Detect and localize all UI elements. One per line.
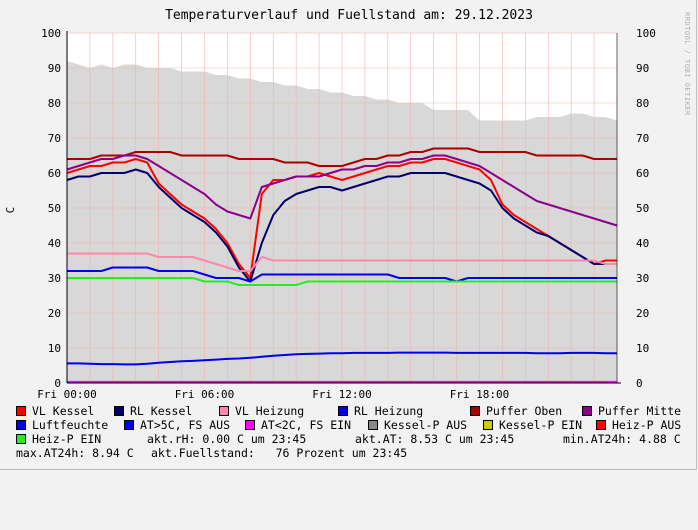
y-tick-label-right: 20 [636,307,649,320]
legend-swatch [596,420,606,430]
y-tick-label-right: 10 [636,342,649,355]
y-tick-label: 80 [48,97,61,110]
y-tick-label: 50 [48,202,61,215]
y-tick-label-right: 80 [636,97,649,110]
y-tick-label-right: 40 [636,237,649,250]
legend-item: AT>5C, FS AUS [124,418,230,432]
y-tick-label-right: 70 [636,132,649,145]
legend-swatch [16,406,26,416]
x-tick-label: Fri 00:00 [37,388,97,401]
plot-area: 0 0 10 10 20 20 30 30 40 40 50 50 60 60 70 70 80 80 90 90 10… [37,27,656,401]
series-line [66,158,617,279]
legend-item: Kessel-P EIN [483,418,582,432]
y-tick-label: 60 [48,167,61,180]
max-outdoor-temp-24h: max.AT24h: 8.94 C [16,446,134,460]
y-tick-label: 100 [41,27,61,40]
legend-swatch [16,434,26,444]
legend-swatch [483,420,493,430]
chart-title: Temperaturverlauf und Fuellstand am: 29.… [165,8,533,23]
legend-swatch [338,406,348,416]
legend-item: Heiz-P AUS [596,418,681,432]
legend-swatch [16,420,26,430]
legend-row-2: Luftfeuchte AT>5C, FS AUS AT<2C, FS EIN … [16,418,681,530]
x-tick-label: Fri 18:00 [450,388,510,401]
y-tick-label: 20 [48,307,61,320]
min-outdoor-temp-24h: min.AT24h: 4.88 C [563,432,681,446]
legend-swatch [582,406,592,416]
current-outdoor-temp: akt.AT: 8.53 C um 23:45 [355,432,515,446]
y-tick-label-right: 50 [636,202,649,215]
legend-row-3: Heiz-P EIN akt.rH: 0.00 C um 23:45 akt.A… [16,432,681,516]
legend-item: Puffer Mitte [582,404,681,418]
series-line [67,266,617,283]
current-humidity: akt.rH: 0.00 C um 23:45 [147,432,307,446]
y-tick-label: 90 [48,62,61,75]
series-line [66,154,618,227]
x-tick-label: Fri 06:00 [175,388,235,401]
legend-item: Heiz-P EIN [16,432,101,446]
series-line [67,252,617,272]
legend-item: Kessel-P AUS [368,418,467,432]
y-axis-label: C [4,207,17,214]
y-tick-label: 10 [48,342,61,355]
x-tick-label: Fri 12:00 [312,388,372,401]
y-tick-label-right: 30 [636,272,649,285]
series-line [66,168,617,283]
chart-plot: 0 0 10 10 20 20 30 30 40 40 50 50 60 60 70 70 80 80 90 90 10… [4,27,656,401]
y-tick-label: 40 [48,237,61,250]
legend-swatch [124,420,134,430]
y-tick-label-right: 100 [636,27,656,40]
legend-item: Luftfeuchte [16,418,108,432]
y-tick-label-right: 90 [636,62,649,75]
current-fill-level: akt.Fuellstand: 76 Prozent um 23:45 [151,446,408,460]
legend-item: RL Heizung [338,404,423,418]
legend-swatch [368,420,378,430]
legend-row-4: max.AT24h: 8.94 C akt.Fuellstand: 76 Pro… [16,446,407,502]
y-tick-label-right: 60 [636,167,649,180]
legend-swatch [245,420,255,430]
legend-row-1: VL Kessel RL Kessel VL Heizung RL Heizun… [16,404,681,516]
y-tick-label: 30 [48,272,61,285]
series-line [67,351,617,366]
legend-item: VL Kessel [16,404,94,418]
legend-item: Puffer Oben [470,404,562,418]
legend-item: RL Kessel [114,404,192,418]
series-line [67,277,617,286]
legend-swatch [219,406,229,416]
legend-swatch [114,406,124,416]
y-tick-label-right: 0 [636,377,643,390]
chart-frame [0,0,697,470]
legend-item: VL Heizung [219,404,304,418]
y-tick-label: 70 [48,132,61,145]
y-tick-label: 0 [54,377,61,390]
series-line [67,147,617,167]
legend-item: AT<2C, FS EIN [245,418,351,432]
watermark: RRDTOOL / TOBI OETIKER [683,12,691,116]
legend-swatch [470,406,480,416]
